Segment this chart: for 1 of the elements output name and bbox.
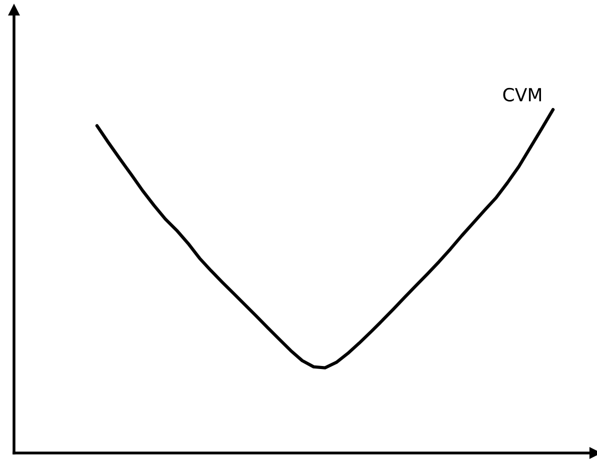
series-label: CVM — [503, 88, 541, 102]
